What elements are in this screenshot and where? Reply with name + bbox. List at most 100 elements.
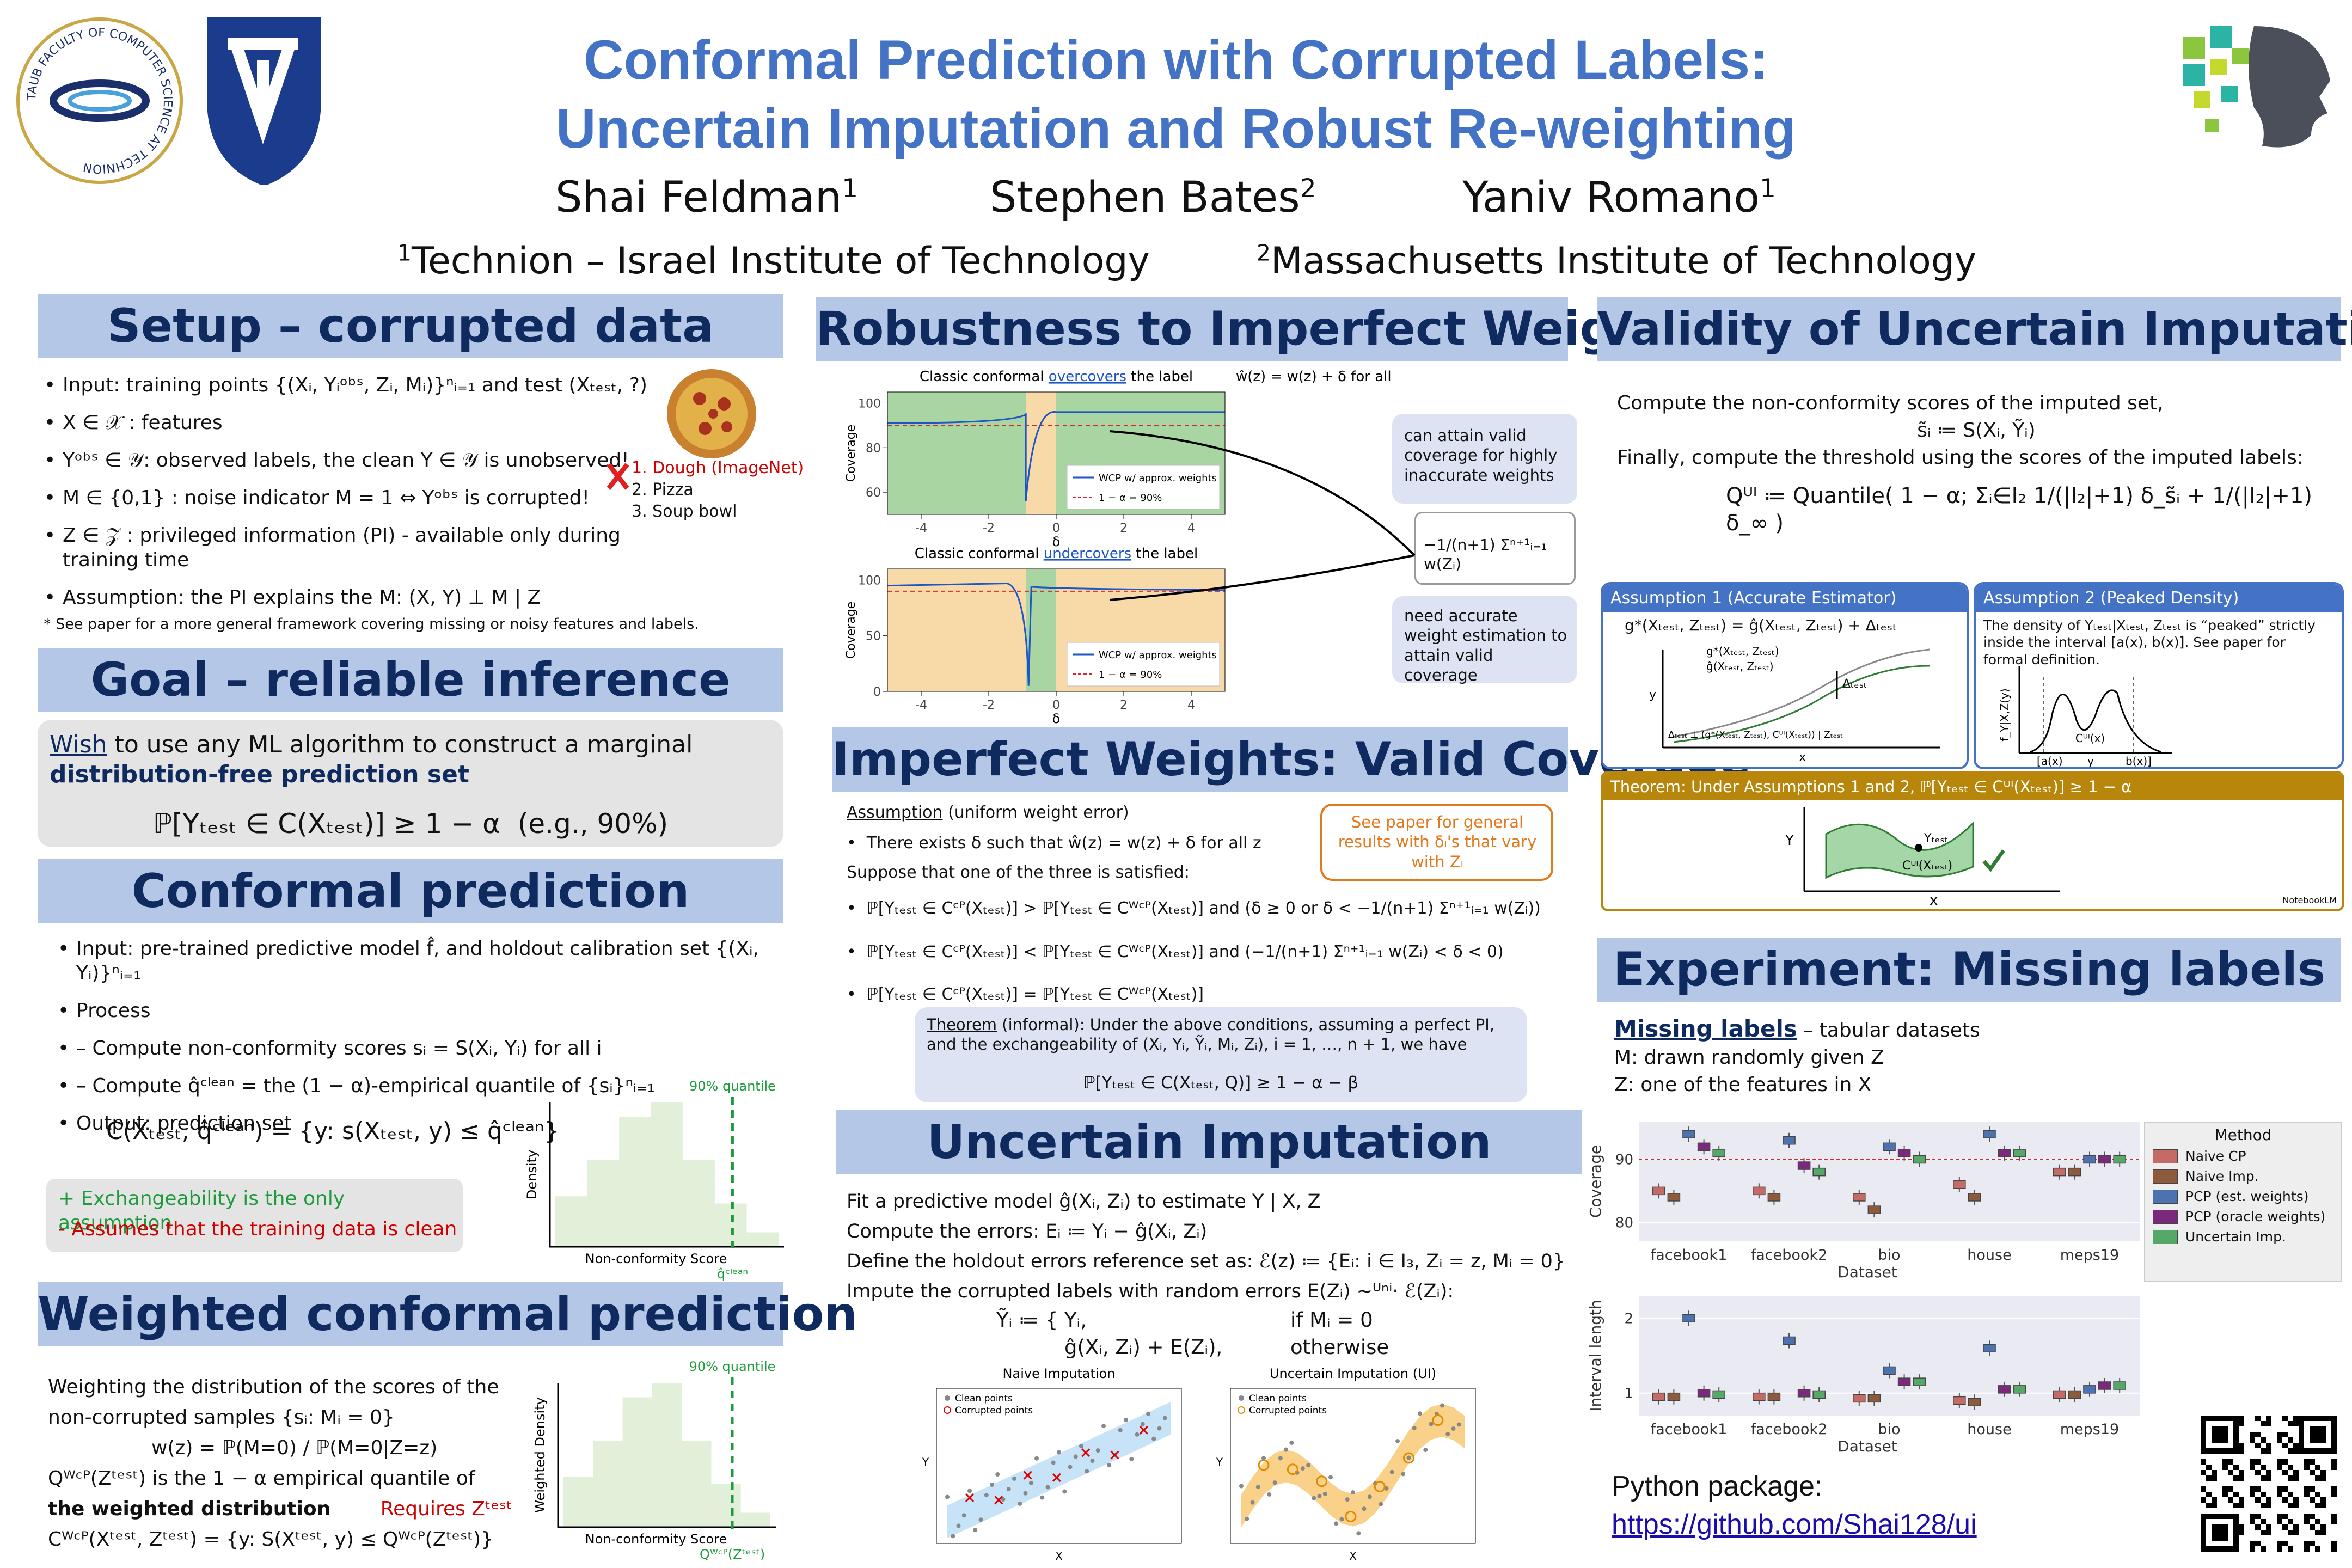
qr-module <box>2233 1465 2239 1470</box>
suppose-text: Suppose that one of the three is satisfi… <box>847 863 1190 882</box>
qr-module <box>2233 1426 2239 1432</box>
qr-module <box>2233 1416 2239 1421</box>
package-link[interactable]: https://github.com/Shai128/ui <box>1612 1509 1977 1540</box>
qr-module <box>2331 1443 2337 1448</box>
qr-module <box>2233 1503 2239 1508</box>
qr-module <box>2222 1459 2228 1465</box>
box <box>1853 1394 1866 1403</box>
coverage-plot: Classic conformal overcovers the label ŵ(… <box>844 369 1394 549</box>
qr-module <box>2239 1475 2244 1481</box>
qr-module <box>2331 1448 2337 1454</box>
qr-module <box>2304 1514 2310 1519</box>
x-tick-label: 4 <box>1187 699 1195 712</box>
qr-module <box>2288 1503 2293 1508</box>
qr-module <box>2212 1437 2217 1443</box>
qr-module <box>2206 1416 2212 1421</box>
qr-module <box>2255 1459 2261 1465</box>
qr-module <box>2288 1546 2293 1552</box>
qr-module <box>2288 1530 2293 1535</box>
density-curve <box>2030 689 2161 753</box>
box <box>2113 1381 2126 1390</box>
qr-module <box>2212 1514 2217 1519</box>
qr-module <box>2320 1503 2326 1508</box>
list-item: Z ∈ 𝒵 : privileged information (PI) - av… <box>41 523 661 572</box>
assumption-label: Assumption <box>847 803 943 822</box>
theorem-formula: ℙ[Yₜₑₛₜ ∈ C(Xₜₑₛₜ, Q)] ≥ 1 − α − β <box>1083 1073 1359 1093</box>
point <box>1261 1456 1266 1461</box>
qr-module <box>2299 1443 2304 1448</box>
box <box>1812 1390 1826 1399</box>
box <box>1797 1161 1811 1170</box>
imputation-line: Impute the corrupted labels with random … <box>847 1281 1454 1302</box>
fig-label: x <box>1930 892 1938 908</box>
hist-bar <box>555 1196 587 1247</box>
qr-module <box>2233 1546 2239 1552</box>
qr-module <box>2239 1470 2244 1475</box>
legend-frame <box>1067 465 1220 510</box>
shield-emblem <box>228 38 298 144</box>
point <box>1162 1416 1167 1420</box>
qr-module <box>2233 1519 2239 1524</box>
legend-swatch <box>2153 1229 2178 1244</box>
point <box>1124 1417 1128 1422</box>
qr-module <box>2239 1416 2244 1421</box>
qr-module <box>2304 1541 2310 1546</box>
qr-module <box>2277 1437 2282 1443</box>
qr-module <box>2293 1416 2299 1421</box>
qr-code <box>2201 1416 2337 1552</box>
legend-item: Naive CP <box>2153 1148 2341 1164</box>
qr-module <box>2228 1470 2233 1475</box>
qr-module <box>2217 1546 2222 1552</box>
box <box>1682 1314 1695 1322</box>
qr-module <box>2255 1470 2261 1475</box>
theorem-title: Theorem: Under Assumptions 1 and 2, ℙ[Yₜ… <box>1603 773 2342 800</box>
theorem-body: (informal): Under the above conditions, … <box>927 1015 1495 1054</box>
qr-module <box>2282 1514 2288 1519</box>
assumption-title: Assumption 1 (Accurate Estimator) <box>1603 584 1967 612</box>
qr-module <box>2282 1459 2288 1465</box>
qr-module <box>2212 1524 2217 1530</box>
qr-module <box>2331 1437 2337 1443</box>
title-part: the label <box>1131 546 1198 562</box>
qr-module <box>2326 1416 2331 1421</box>
band <box>947 1402 1171 1538</box>
qr-module <box>2277 1546 2282 1552</box>
hist-bar <box>622 1397 652 1527</box>
qr-module <box>2304 1465 2310 1470</box>
axis-label: Coverage <box>844 602 858 659</box>
point <box>1278 1456 1283 1461</box>
box <box>1913 1377 1926 1386</box>
point <box>1351 1490 1355 1495</box>
box <box>1812 1167 1826 1177</box>
box <box>1913 1155 1926 1164</box>
qr-module <box>2282 1524 2288 1530</box>
axes <box>2018 666 2172 754</box>
logo-swoosh <box>68 90 132 112</box>
point <box>1079 1444 1083 1449</box>
point <box>1068 1465 1073 1469</box>
y-tick-label: 80 <box>866 442 881 455</box>
qr-module <box>2293 1448 2299 1454</box>
point <box>1445 1431 1450 1436</box>
lab-logo <box>2183 26 2330 148</box>
legend-label: Uncertain Imp. <box>2185 1229 2286 1245</box>
point <box>1090 1459 1095 1463</box>
qr-module <box>2315 1437 2320 1443</box>
weighted-line: w(z) = ℙ(M=0) / ℙ(M=0|Z=z) <box>151 1437 438 1459</box>
point <box>1300 1466 1305 1471</box>
qr-module <box>2217 1535 2222 1541</box>
legend-frame <box>1067 642 1220 687</box>
box <box>1883 1142 1896 1152</box>
list-item: Assumption: the PI explains the M: (X, Y… <box>41 585 661 610</box>
fig-label: Cᵁᴵ(x) <box>2075 732 2105 745</box>
goal-box: Wish to use any ML algorithm to construc… <box>38 720 783 847</box>
qr-module <box>2233 1535 2239 1541</box>
point <box>1101 1424 1106 1429</box>
assumption1-figure: g*(Xₜₑₛₜ, Zₜₑₛₜ) ĝ(Xₜₑₛₜ, Zₜₑₛₜ) Δₜₑₛₜ Δ… <box>1649 645 1940 764</box>
point <box>1406 1455 1411 1460</box>
qr-module <box>2222 1524 2228 1530</box>
point <box>973 1528 978 1533</box>
theorem-box: Theorem: Under Assumptions 1 and 2, ℙ[Yₜ… <box>1601 771 2344 911</box>
qr-module <box>2212 1503 2217 1508</box>
box <box>1897 1377 1911 1386</box>
